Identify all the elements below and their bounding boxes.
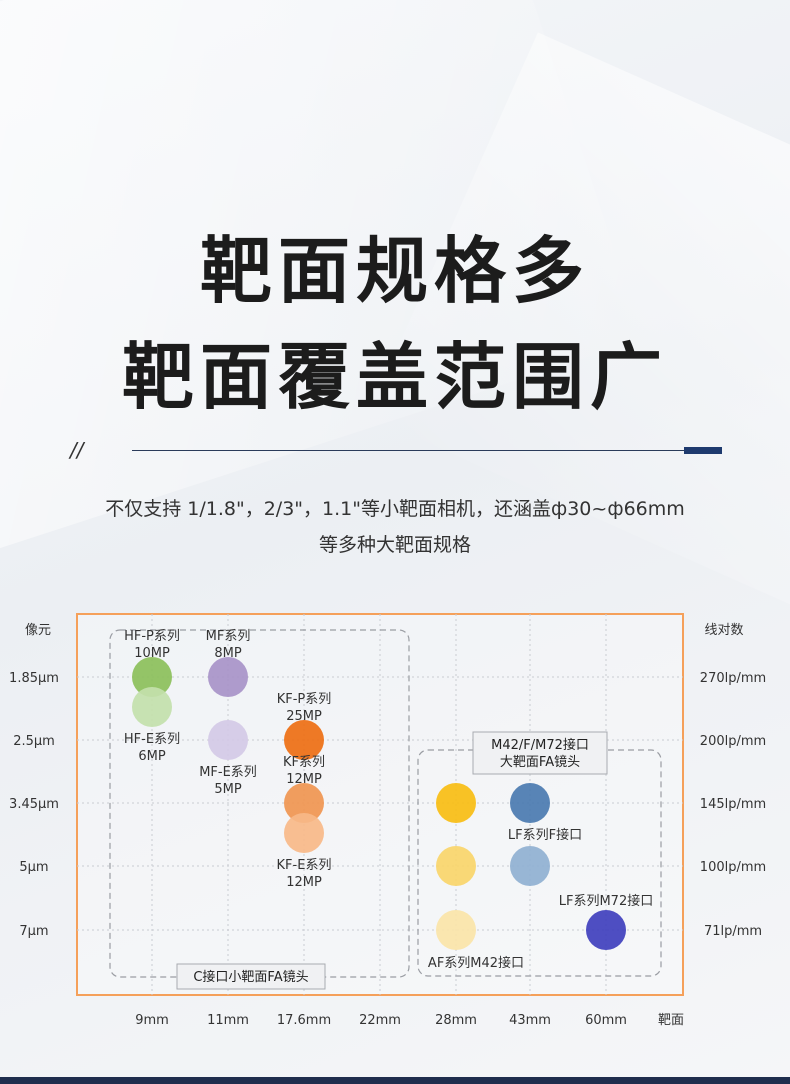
data-label: MF-E系列 (199, 765, 257, 780)
headline-line-1: 靶面规格多 (199, 229, 590, 313)
group-label-c-mount-box (176, 963, 326, 990)
group-label-large-format: 大靶面FA镜头 (500, 755, 580, 770)
data-point (436, 783, 476, 823)
x-tick-label: 43mm (509, 1013, 551, 1028)
y-tick-label-right: 71lp/mm (704, 924, 762, 939)
data-label: 12MP (286, 772, 322, 787)
data-point (510, 783, 550, 823)
y-tick-label-right: 270lp/mm (700, 671, 766, 686)
group-label-large-format-box (472, 731, 608, 775)
divider-accent (684, 447, 722, 454)
group-box-c-mount (109, 629, 410, 978)
data-label: 12MP (286, 875, 322, 890)
data-point (284, 720, 324, 760)
x-axis-title: 靶面 (658, 1013, 684, 1028)
data-label: LF系列F接口 (508, 827, 582, 843)
group-label-large-format: M42/F/M72接口 (491, 737, 589, 753)
y-tick-label-right: 145lp/mm (700, 797, 766, 812)
y-axis-title-right: 线对数 (704, 623, 743, 638)
y-tick-label-left: 7μm (19, 924, 48, 939)
data-label: 10MP (134, 646, 170, 661)
y-tick-label-right: 100lp/mm (700, 860, 766, 875)
data-label: HF-E系列 (124, 732, 180, 747)
group-label-c-mount: C接口小靶面FA镜头 (193, 969, 308, 985)
y-tick-label-right: 200lp/mm (700, 734, 766, 749)
data-point (208, 657, 248, 697)
data-label: KF系列 (283, 755, 325, 770)
y-tick-label-left: 1.85μm (9, 671, 59, 686)
y-tick-label-left: 3.45μm (9, 797, 59, 812)
data-point (586, 910, 626, 950)
data-label: AF系列M42接口 (428, 955, 524, 971)
data-label: 6MP (138, 749, 165, 764)
y-tick-label-left: 2.5μm (13, 734, 55, 749)
data-label: MF系列 (206, 629, 251, 644)
data-point (208, 720, 248, 760)
x-tick-label: 22mm (359, 1013, 401, 1028)
bottom-bar (0, 1077, 790, 1084)
data-label: KF-P系列 (277, 692, 332, 707)
data-label: HF-P系列 (124, 629, 180, 644)
data-point (436, 846, 476, 886)
data-label: LF系列M72接口 (559, 893, 653, 909)
x-tick-label: 28mm (435, 1013, 477, 1028)
description-line-2: 等多种大靶面规格 (318, 534, 471, 556)
divider-line (132, 450, 684, 451)
data-point (284, 813, 324, 853)
x-tick-label: 9mm (135, 1013, 169, 1028)
x-tick-label: 17.6mm (277, 1013, 331, 1028)
headline-line-2: 靶面覆盖范围广 (121, 335, 668, 419)
data-point (436, 910, 476, 950)
data-label: KF-E系列 (277, 858, 332, 873)
divider-mark: // (70, 438, 84, 462)
y-tick-label-left: 5μm (19, 860, 48, 875)
x-tick-label: 60mm (585, 1013, 627, 1028)
description-line-1: 不仅支持 1/1.8"，2/3"，1.1"等小靶面相机，还涵盖ф30~ф66mm (105, 498, 685, 520)
data-label: 8MP (214, 646, 241, 661)
data-label: 25MP (286, 709, 322, 724)
data-point (510, 846, 550, 886)
data-point (132, 687, 172, 727)
data-point (284, 783, 324, 823)
y-axis-title-left: 像元 (25, 623, 51, 638)
data-label: 5MP (214, 782, 241, 797)
data-point (132, 657, 172, 697)
x-tick-label: 11mm (207, 1013, 249, 1028)
